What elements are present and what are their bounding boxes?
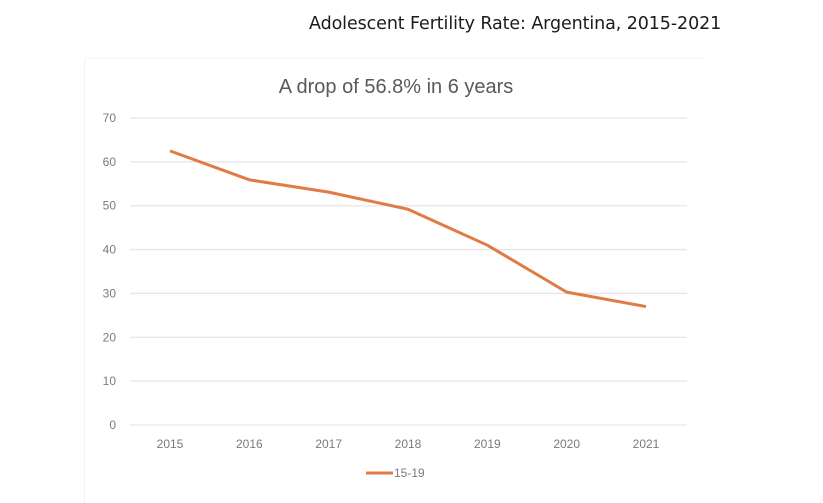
y-tick-label: 50 [103,199,117,213]
y-tick-label: 70 [103,111,117,125]
x-tick-label: 2016 [236,437,263,451]
page-title: Adolescent Fertility Rate: Argentina, 20… [309,14,722,34]
gridlines [130,117,687,426]
y-tick-label: 20 [103,330,117,344]
y-tick-label: 60 [103,155,117,169]
legend: 15-19 [366,466,425,480]
x-tick-label: 2021 [633,437,660,451]
x-tick-label: 2020 [553,437,580,451]
x-tick-label: 2019 [474,437,501,451]
y-tick-label: 0 [109,418,116,432]
x-tick-label: 2017 [315,437,342,451]
x-tick-label: 2018 [395,437,422,451]
series-line-15-19 [169,149,647,309]
legend-label-15-19: 15-19 [394,466,425,480]
y-tick-label: 30 [103,286,117,300]
chart-card [84,58,705,503]
chart-title: A drop of 56.8% in 6 years [279,76,514,98]
x-tick-label: 2015 [157,437,184,451]
series-lines [169,149,647,309]
y-tick-label: 40 [103,243,117,257]
x-axis-ticks: 2015 2016 2017 2018 2019 2020 2021 [157,437,660,451]
y-tick-label: 10 [103,374,117,388]
y-axis-ticks: 0 10 20 30 40 50 60 70 [103,111,117,432]
